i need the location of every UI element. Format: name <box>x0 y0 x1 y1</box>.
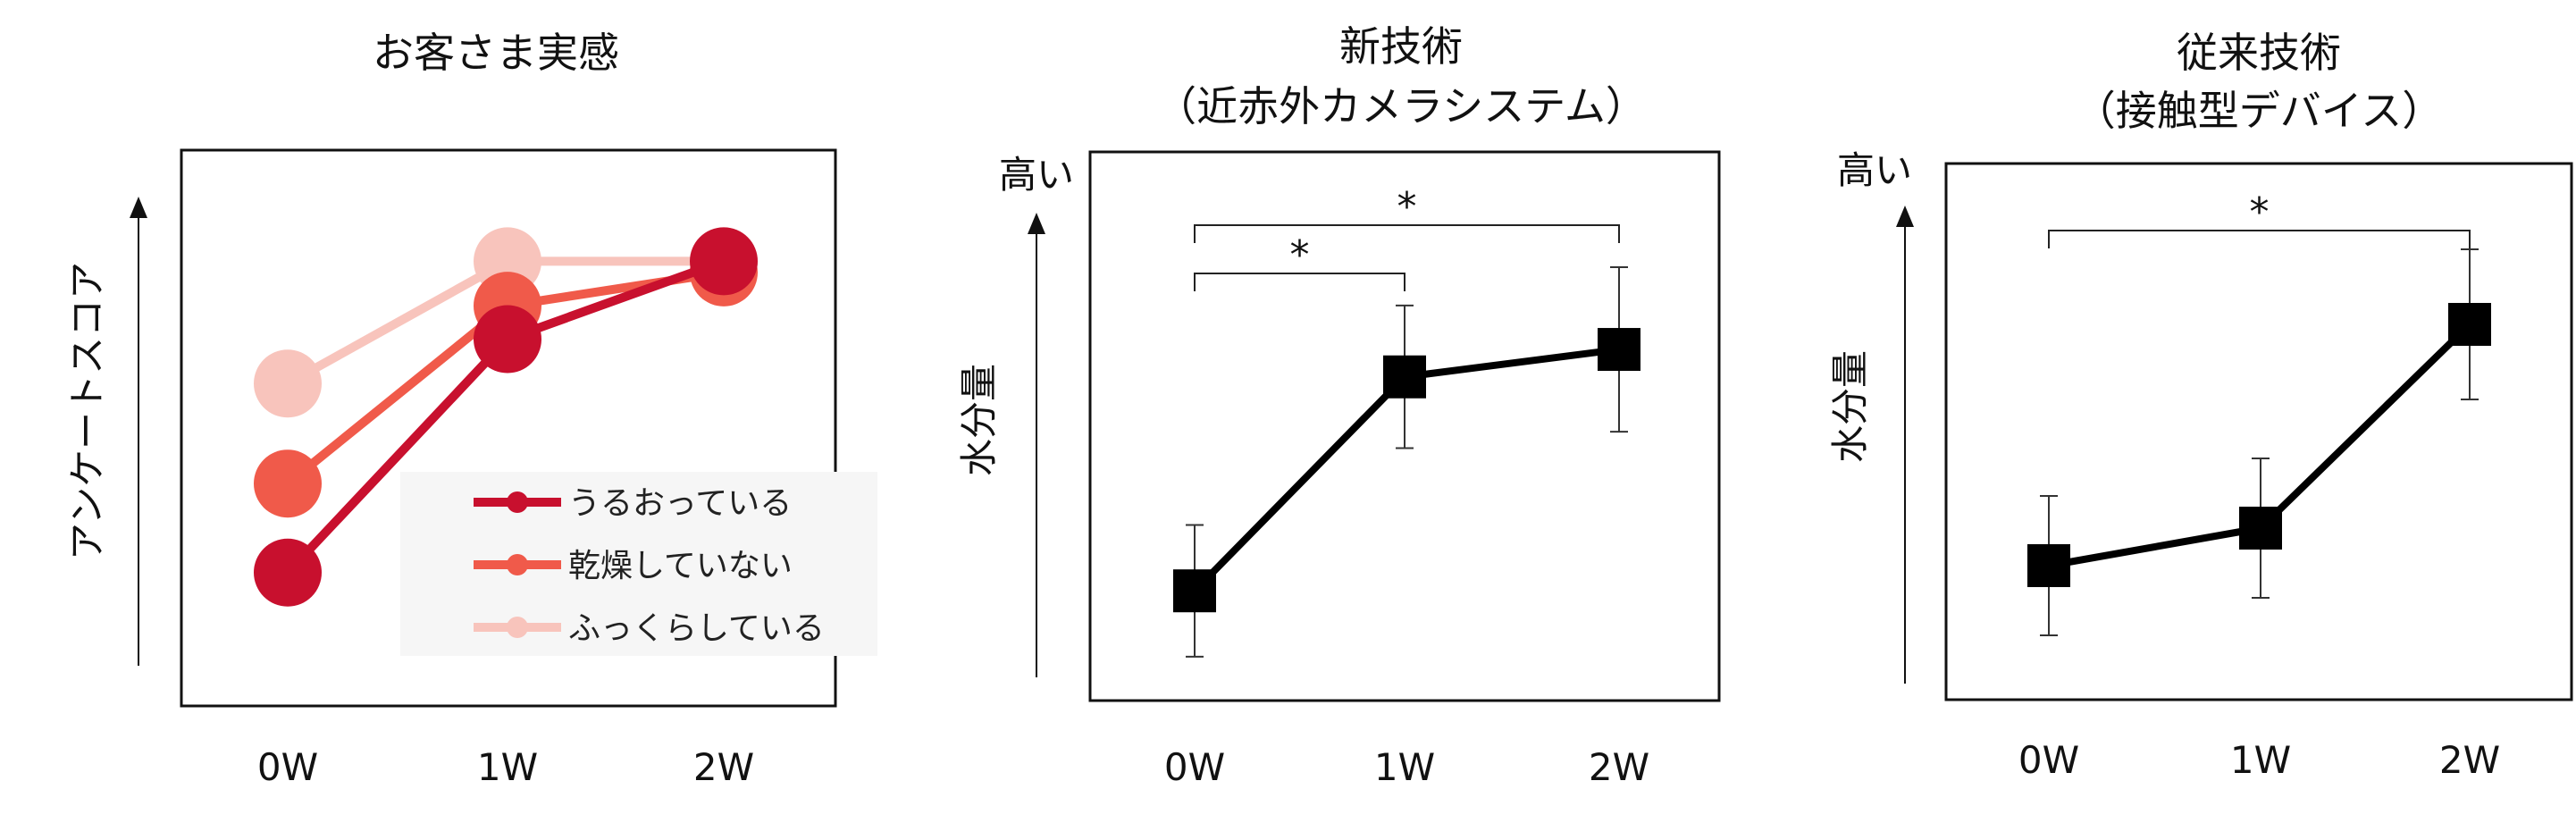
significance-bracket <box>1194 224 1620 243</box>
x-tick-label: 2W <box>2439 738 2500 782</box>
significance-label: * <box>1290 232 1310 278</box>
chart-subtitle: （近赤外カメラシステム） <box>1155 82 1647 130</box>
x-tick-labels: 0W 1W 2W <box>2018 738 2500 782</box>
data-point <box>1383 355 1426 399</box>
plot-frame <box>180 148 837 708</box>
data-point <box>690 227 758 296</box>
x-tick-label: 2W <box>693 745 754 789</box>
data-point <box>254 538 322 607</box>
y-axis-label: アンケートスコア <box>65 262 109 560</box>
x-tick-labels: 0W 1W 2W <box>257 745 754 789</box>
y-axis-arrow-head <box>1028 213 1045 234</box>
data-point <box>254 449 322 518</box>
x-tick-label: 1W <box>2230 738 2291 782</box>
plot-frame <box>1088 150 1721 702</box>
legend-swatch-marker <box>507 617 528 638</box>
x-tick-label: 2W <box>1589 745 1649 789</box>
data-point <box>474 305 541 374</box>
legend-label: うるおっている <box>568 485 792 522</box>
panel-new-technology: 新技術 （近赤外カメラシステム） 高い 水分量 ** 0W 1W 2W <box>957 22 1721 789</box>
x-tick-labels: 0W 1W 2W <box>1164 745 1649 789</box>
data-point <box>1598 328 1640 372</box>
significance-bracket <box>2048 230 2471 248</box>
legend-swatch-marker <box>507 554 528 575</box>
y-axis-top-label: 高い <box>999 153 1074 197</box>
data-point <box>2448 303 2491 346</box>
y-axis-label: 水分量 <box>957 364 1001 476</box>
x-tick-label: 1W <box>1374 745 1435 789</box>
chart-title: 従来技術 <box>2177 29 2341 77</box>
significance-brackets: * <box>2048 189 2471 248</box>
panel-conventional-technology: 従来技術 （接触型デバイス） 高い 水分量 * 0W 1W 2W <box>1828 29 2573 782</box>
chart-subtitle: （接触型デバイス） <box>2075 87 2444 135</box>
series-layer <box>254 227 758 607</box>
x-tick-label: 0W <box>2018 738 2079 782</box>
x-tick-label: 0W <box>257 745 318 789</box>
y-axis-label: 水分量 <box>1828 350 1872 463</box>
y-axis-arrow-head <box>130 197 147 218</box>
data-point <box>2027 544 2070 587</box>
data-point <box>254 349 322 418</box>
data-point <box>2239 507 2282 550</box>
x-tick-label: 0W <box>1164 745 1225 789</box>
series-layer <box>2027 248 2491 636</box>
significance-label: * <box>2250 189 2270 235</box>
significance-label: * <box>1397 184 1417 230</box>
y-axis-top-label: 高い <box>1837 148 1912 192</box>
y-axis-arrow-head <box>1896 206 1914 227</box>
legend-label: 乾燥していない <box>568 548 793 584</box>
series-layer <box>1173 265 1640 658</box>
significance-bracket <box>1194 273 1405 291</box>
chart-title: お客さま実感 <box>373 29 619 77</box>
legend-label: ふっくらしている <box>568 610 825 647</box>
chart-title: 新技術 <box>1339 22 1463 71</box>
significance-brackets: ** <box>1194 184 1620 291</box>
x-tick-label: 1W <box>477 745 538 789</box>
data-point <box>1173 569 1216 613</box>
plot-frame <box>1944 162 2573 701</box>
legend-swatch-marker <box>507 491 528 513</box>
